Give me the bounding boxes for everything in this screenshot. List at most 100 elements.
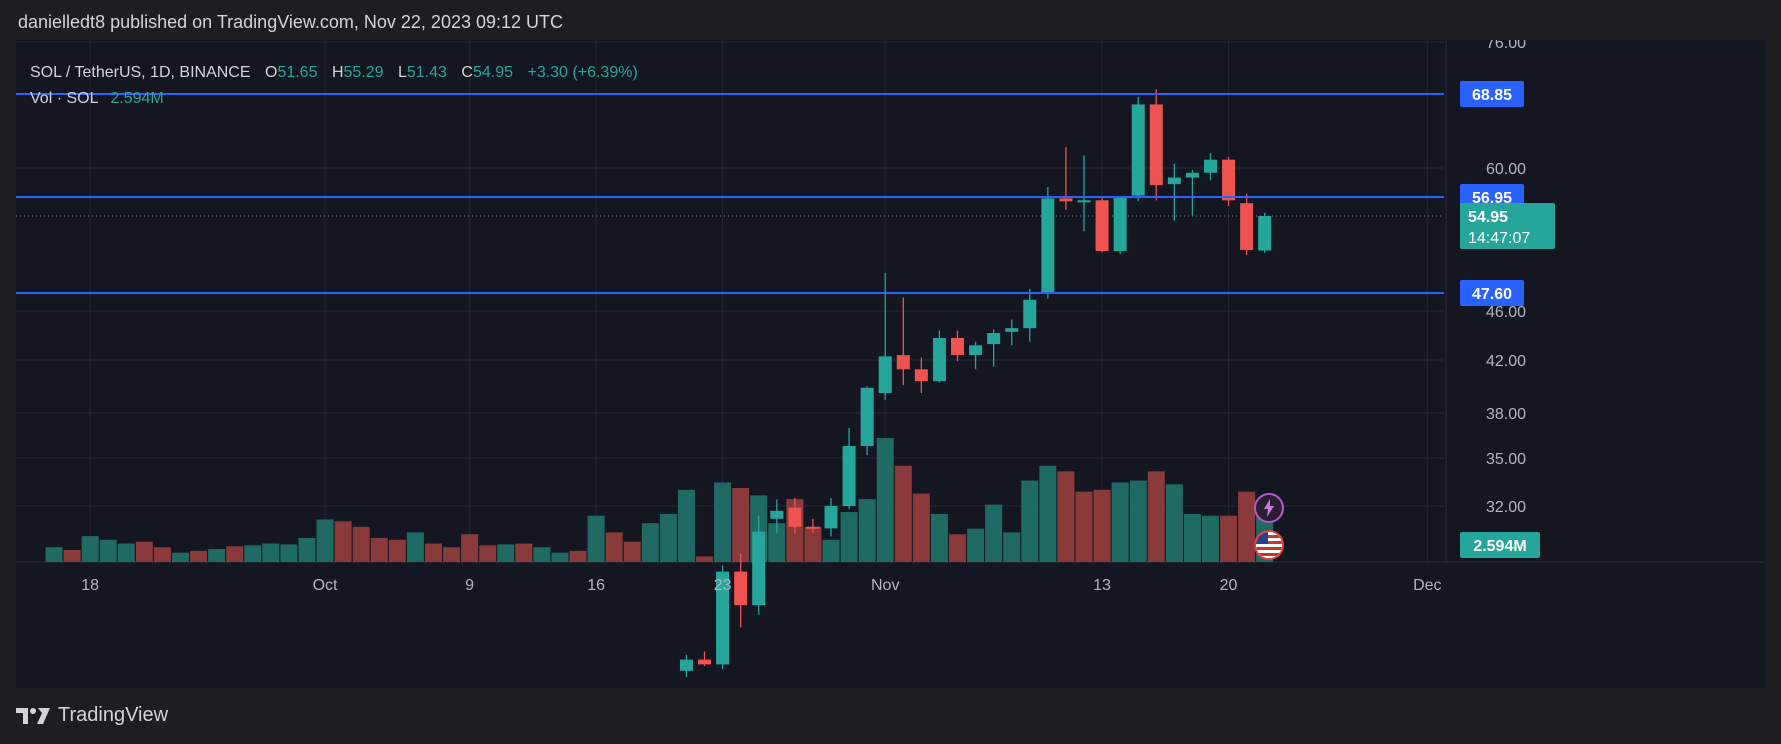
candle-body: [842, 446, 856, 506]
volume-bar: [99, 539, 117, 562]
candle-body: [716, 571, 730, 665]
candle-body: [1059, 198, 1073, 202]
volume-bar: [45, 547, 63, 562]
candle-body: [1185, 172, 1199, 178]
candle-body: [770, 510, 784, 519]
level-tag: [1460, 81, 1524, 107]
volume-bar: [1147, 471, 1165, 562]
volume-bar: [714, 482, 732, 562]
candle-body: [1131, 104, 1145, 196]
candle-body: [1149, 104, 1163, 186]
volume-bar: [1238, 491, 1256, 562]
candle-body: [1023, 299, 1037, 329]
volume-bar: [1075, 491, 1093, 562]
last-volume-tag: [1460, 532, 1540, 558]
volume-bar: [1220, 515, 1238, 562]
volume-bar: [280, 544, 298, 562]
footer: TradingView: [16, 704, 168, 727]
level-tag-label: 47.60: [1472, 286, 1512, 303]
legend-vol-value: 2.594M: [110, 90, 164, 107]
candle-body: [1005, 328, 1019, 332]
footer-brand[interactable]: TradingView: [58, 704, 169, 726]
lightning-icon[interactable]: [1254, 493, 1284, 523]
candle-body: [1258, 216, 1272, 251]
volume-bar: [912, 493, 930, 562]
time-tick-label: 16: [587, 577, 605, 594]
time-tick-label: 20: [1220, 577, 1238, 594]
candle-body: [1041, 198, 1055, 293]
volume-bar: [461, 534, 479, 562]
volume-bar: [262, 543, 280, 562]
time-tick-label: Oct: [313, 577, 338, 594]
candle-body: [932, 337, 946, 382]
legend-vol-label[interactable]: Vol · SOL: [30, 90, 98, 107]
volume-bar: [424, 543, 442, 562]
time-tick-label: 18: [81, 577, 99, 594]
volume-bar: [1201, 515, 1219, 562]
volume-bar: [732, 488, 750, 562]
volume-bar: [985, 504, 1003, 562]
candle-body: [951, 337, 964, 356]
last-price-label: 54.95: [1468, 209, 1508, 226]
volume-bar: [894, 465, 912, 562]
volume-bar: [1057, 471, 1075, 562]
volume-bar: [623, 541, 641, 562]
volume-bar: [1165, 484, 1183, 562]
candle-body: [1113, 197, 1127, 252]
countdown-label: 14:47:07: [1468, 230, 1530, 247]
volume-bar: [840, 512, 858, 562]
candle-body: [1203, 159, 1217, 173]
volume-bar: [334, 521, 352, 562]
volume-bar: [117, 543, 135, 562]
us-flag-icon[interactable]: [1254, 530, 1284, 560]
volume-bar: [208, 549, 226, 562]
legend-high: 55.29: [343, 64, 384, 81]
volume-bar: [153, 547, 171, 562]
candle-body: [734, 571, 748, 606]
volume-bar: [822, 539, 840, 562]
legend-high-label: H: [331, 64, 344, 81]
level-tag: [1460, 280, 1524, 306]
volume-bar: [226, 546, 244, 562]
legend-ohlc-row: SOL / TetherUS, 1D, BINANCE O51.65 H55.2…: [30, 60, 638, 86]
volume-bar: [1129, 480, 1147, 562]
candle-body: [878, 356, 892, 394]
volume-bar: [551, 552, 569, 562]
volume-bar: [352, 526, 370, 562]
chart-panel[interactable]: 76.00 60.00 46.00 42.00 38.00 35.00 32.00 68.85…: [16, 40, 1765, 688]
last-price-tag: [1460, 203, 1555, 249]
volume-bar: [135, 541, 153, 562]
volume-bar: [677, 489, 695, 562]
price-tick-label: 32.00: [1486, 499, 1526, 516]
candle-body: [752, 531, 766, 606]
candle-body: [788, 507, 802, 527]
price-tick-label: 35.00: [1486, 451, 1526, 468]
volume-bar: [1183, 513, 1201, 562]
chart-legend: SOL / TetherUS, 1D, BINANCE O51.65 H55.2…: [30, 60, 638, 112]
volume-bar: [388, 539, 406, 562]
price-tick-label: 38.00: [1486, 406, 1526, 423]
volume-bar: [316, 519, 334, 562]
volume-bar: [370, 537, 388, 562]
candle-body: [679, 659, 693, 671]
volume-bar: [190, 550, 208, 562]
candle-body: [969, 345, 983, 356]
time-tick-label: 9: [465, 577, 474, 594]
legend-close-label: C: [461, 64, 473, 81]
legend-open: 51.65: [277, 64, 318, 81]
legend-symbol[interactable]: SOL / TetherUS, 1D, BINANCE: [30, 64, 251, 81]
volume-bar: [1003, 532, 1021, 562]
legend-open-label: O: [264, 64, 278, 81]
price-tick-label: 76.00: [1486, 40, 1526, 52]
candlestick-chart[interactable]: 76.00 60.00 46.00 42.00 38.00 35.00 32.00 68.85…: [16, 40, 1765, 688]
candle-body: [1077, 200, 1091, 203]
volume-bar: [1021, 480, 1039, 562]
volume-bar: [244, 545, 262, 562]
candle-body: [987, 333, 1001, 345]
volume-bar: [605, 532, 623, 562]
volume-bar: [171, 552, 189, 562]
time-tick-label: Nov: [871, 577, 899, 594]
volume-bar: [641, 523, 659, 562]
candle-body: [806, 526, 820, 529]
legend-low: 51.43: [406, 64, 447, 81]
